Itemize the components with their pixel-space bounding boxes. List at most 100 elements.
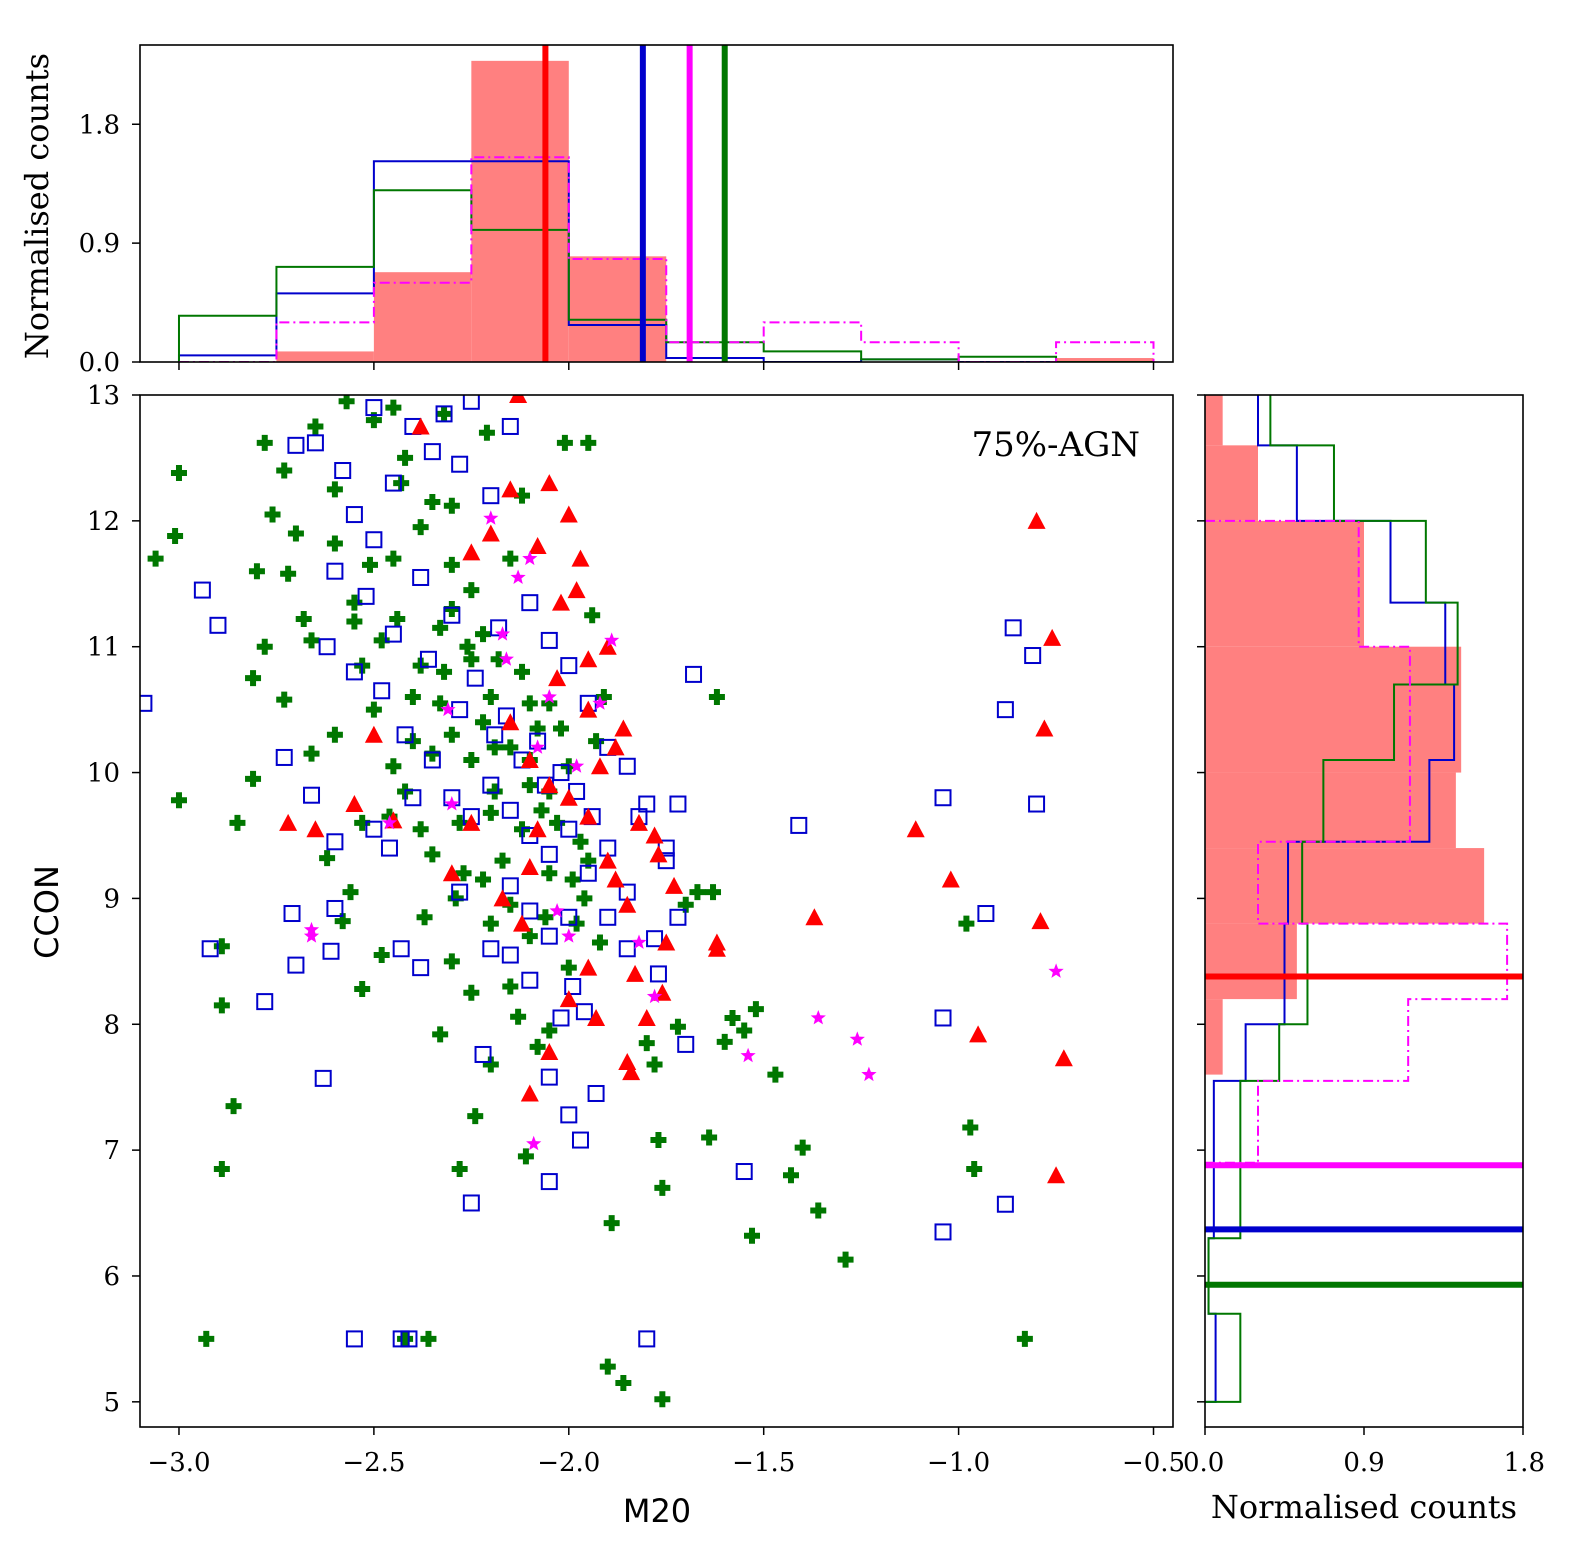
point-blue-square-108 (540, 927, 558, 945)
series-green-cross (147, 395, 1033, 1408)
point-blue-square-109 (560, 908, 578, 926)
y-tick-label: 5 (103, 1388, 120, 1418)
x-tick-label: −2.0 (537, 1448, 600, 1478)
point-blue-square-39 (790, 816, 808, 834)
point-green-cross-64 (517, 1148, 534, 1165)
point-blue-square-76 (521, 594, 539, 612)
point-blue-square-107 (521, 902, 539, 920)
point-green-cross-135 (303, 632, 320, 649)
point-green-cross-86 (654, 1391, 671, 1408)
right-bar-red-6 (1205, 923, 1297, 1000)
point-blue-square-9 (322, 942, 340, 960)
point-green-cross-40 (424, 846, 441, 863)
point-green-cross-97 (747, 1001, 764, 1018)
point-green-cross-92 (708, 689, 725, 706)
point-red-triangle-48 (501, 713, 520, 731)
point-green-cross-52 (475, 871, 492, 888)
point-blue-square-60 (318, 638, 336, 656)
point-green-cross-65 (529, 1038, 546, 1055)
point-red-triangle-59 (462, 813, 481, 831)
point-red-triangle-44 (579, 807, 598, 825)
point-blue-square-11 (326, 833, 344, 851)
point-green-cross-57 (478, 424, 495, 441)
point-green-cross-125 (549, 814, 566, 831)
point-green-cross-24 (338, 395, 355, 410)
point-red-triangle-60 (442, 864, 461, 882)
top-bar-red-1 (276, 351, 374, 362)
point-magenta-star-6 (494, 626, 511, 641)
point-red-triangle-45 (598, 851, 617, 869)
point-blue-square-114 (669, 795, 687, 813)
point-green-cross-148 (373, 632, 390, 649)
point-blue-square-37 (685, 665, 703, 683)
point-green-cross-13 (264, 506, 281, 523)
point-blue-square-18 (412, 959, 430, 977)
point-green-cross-63 (514, 487, 531, 504)
point-red-triangle-33 (906, 820, 925, 838)
point-green-cross-79 (599, 1358, 616, 1375)
point-red-triangle-56 (462, 543, 481, 561)
point-green-cross-132 (354, 814, 371, 831)
point-red-triangle-12 (540, 1042, 559, 1060)
point-blue-square-96 (365, 399, 383, 417)
point-blue-square-29 (571, 1131, 589, 1149)
point-blue-square-41 (934, 1009, 952, 1027)
point-magenta-star-17 (631, 934, 647, 949)
point-green-cross-144 (521, 928, 538, 945)
point-blue-square-48 (977, 905, 995, 923)
point-green-cross-93 (716, 1033, 733, 1050)
point-green-cross-6 (167, 527, 184, 544)
point-green-cross-5 (170, 792, 187, 809)
point-green-cross-30 (354, 981, 371, 998)
point-red-triangle-50 (528, 820, 547, 838)
point-green-cross-55 (482, 689, 499, 706)
point-blue-square-57 (423, 443, 441, 461)
point-green-cross-101 (810, 1202, 827, 1219)
point-blue-square-31 (564, 978, 582, 996)
point-blue-square-68 (501, 801, 519, 819)
right-histogram-panel: 0.0 0.9 1.8 (1183, 394, 1545, 1478)
point-blue-square-24 (501, 946, 519, 964)
point-green-cross-16 (280, 565, 297, 582)
point-green-cross-0 (198, 1330, 215, 1347)
point-red-triangle-55 (528, 537, 547, 555)
point-magenta-star-18 (646, 988, 663, 1004)
right-step-green (1205, 395, 1459, 1403)
point-green-cross-19 (303, 745, 320, 762)
point-green-cross-31 (373, 947, 390, 964)
point-red-triangle-39 (1043, 628, 1062, 646)
point-green-cross-22 (334, 913, 351, 930)
point-blue-square-98 (326, 562, 344, 580)
point-blue-square-10 (303, 786, 321, 804)
point-green-cross-140 (502, 550, 519, 567)
point-blue-square-50 (462, 1194, 480, 1212)
point-green-cross-72 (572, 833, 589, 850)
point-green-cross-83 (646, 1056, 663, 1073)
point-green-cross-115 (424, 745, 441, 762)
point-green-cross-7 (147, 550, 164, 567)
point-red-triangle-38 (1031, 912, 1050, 930)
point-green-cross-127 (564, 871, 581, 888)
point-blue-square-63 (396, 726, 414, 744)
point-red-triangle-15 (571, 549, 590, 567)
point-blue-square-34 (649, 965, 667, 983)
point-green-cross-74 (588, 733, 605, 750)
point-blue-square-75 (490, 619, 508, 637)
point-magenta-star-10 (530, 739, 546, 754)
point-green-cross-137 (326, 726, 343, 743)
point-green-cross-110 (521, 777, 538, 794)
point-green-cross-70 (556, 434, 573, 451)
point-blue-square-83 (638, 795, 656, 813)
point-red-triangle-9 (513, 914, 532, 932)
point-green-cross-75 (591, 934, 608, 951)
point-blue-square-45 (1004, 619, 1022, 637)
point-green-cross-107 (459, 638, 476, 655)
point-blue-square-106 (501, 877, 519, 895)
right-hist-x-axis-title: Normalised counts (1211, 1488, 1517, 1526)
point-green-cross-62 (521, 695, 538, 712)
point-blue-square-28 (560, 1106, 578, 1124)
point-red-triangle-32 (805, 908, 824, 926)
point-blue-square-12 (326, 899, 344, 917)
point-blue-square-52 (334, 462, 352, 480)
point-blue-square-55 (384, 474, 402, 492)
